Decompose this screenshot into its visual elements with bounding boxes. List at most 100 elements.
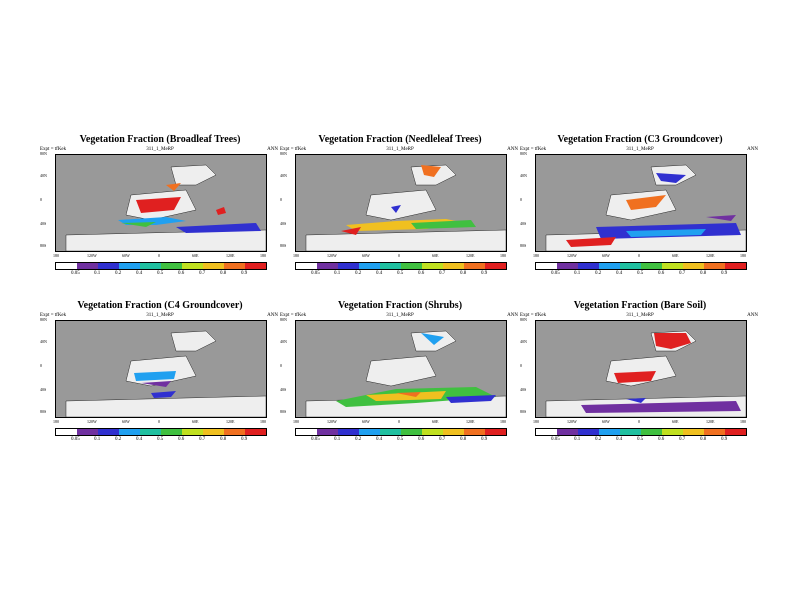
colorbar xyxy=(535,262,747,270)
lat-label: 80S xyxy=(520,409,527,414)
colorbar-swatch xyxy=(485,263,506,269)
colorbar-tick: 0.8 xyxy=(460,437,467,442)
map-panel-c3-groundcover: Vegetation Fraction (C3 Groundcover) Exp… xyxy=(520,134,760,284)
colorbar xyxy=(55,262,267,270)
colorbar-swatch xyxy=(98,263,119,269)
experiment-label: Expt = tfKek xyxy=(520,147,547,152)
lat-label: 0 xyxy=(280,197,282,202)
colorbar-tick: 0.1 xyxy=(94,437,101,442)
lat-label: 0 xyxy=(280,363,282,368)
lon-label: 180 xyxy=(500,253,506,258)
lon-label: 180 xyxy=(533,253,539,258)
lon-label: 180 xyxy=(53,419,59,424)
colorbar-swatch xyxy=(119,263,140,269)
colorbar-tick: 0.2 xyxy=(115,271,122,276)
colorbar-swatch xyxy=(338,429,359,435)
panel-title: Vegetation Fraction (Bare Soil) xyxy=(573,300,707,311)
lat-label: 80N xyxy=(520,317,527,322)
colorbar-swatch xyxy=(536,429,557,435)
map-area xyxy=(295,320,507,418)
colorbar-swatch xyxy=(77,263,98,269)
colorbar-swatch xyxy=(401,263,422,269)
lon-label: 0 xyxy=(158,253,160,258)
lat-label: 80S xyxy=(40,243,47,248)
colorbar-tick: 0.7 xyxy=(199,271,206,276)
colorbar-swatch xyxy=(578,429,599,435)
lat-label: 80N xyxy=(280,317,287,322)
colorbar-tick: 0.05 xyxy=(551,437,560,442)
colorbar-swatch xyxy=(620,263,641,269)
map-panel-broadleaf-trees: Vegetation Fraction (Broadleaf Trees) Ex… xyxy=(40,134,280,284)
lon-label: 60E xyxy=(192,253,199,258)
lon-label: 120W xyxy=(87,419,97,424)
colorbar-swatch xyxy=(599,263,620,269)
colorbar-tick: 0.7 xyxy=(439,271,446,276)
lon-label: 60W xyxy=(362,253,370,258)
colorbar-tick: 0.2 xyxy=(595,271,602,276)
colorbar-swatch xyxy=(620,429,641,435)
experiment-label: Expt = tfKek xyxy=(40,313,67,318)
colorbar-swatch xyxy=(203,263,224,269)
lon-label: 180 xyxy=(260,253,266,258)
colorbar-tick: 0.8 xyxy=(700,271,707,276)
lon-label: 60W xyxy=(362,419,370,424)
lat-label: 40S xyxy=(280,221,287,226)
colorbar-tick: 0.5 xyxy=(397,271,404,276)
lat-label: 40S xyxy=(40,221,47,226)
lon-label: 180 xyxy=(293,253,299,258)
lat-label: 80N xyxy=(280,151,287,156)
run-label: 311_1_MeRP xyxy=(626,147,654,152)
colorbar-tick: 0.7 xyxy=(679,437,686,442)
colorbar-tick: 0.6 xyxy=(658,437,665,442)
panel-title: Vegetation Fraction (C3 Groundcover) xyxy=(557,134,723,145)
run-label: 311_1_MeRP xyxy=(146,147,174,152)
lon-label: 180 xyxy=(53,253,59,258)
lat-label: 0 xyxy=(40,197,42,202)
map-area xyxy=(55,320,267,418)
lon-label: 60W xyxy=(602,253,610,258)
lon-label: 120E xyxy=(226,253,235,258)
lat-label: 80N xyxy=(520,151,527,156)
lat-label: 0 xyxy=(520,363,522,368)
colorbar-tick: 0.1 xyxy=(574,437,581,442)
colorbar-tick: 0.5 xyxy=(637,271,644,276)
map-area xyxy=(295,154,507,252)
lat-label: 80S xyxy=(520,243,527,248)
colorbar-tick: 0.2 xyxy=(355,437,362,442)
lon-label: 180 xyxy=(740,253,746,258)
colorbar-tick: 0.05 xyxy=(311,437,320,442)
colorbar-tick: 0.7 xyxy=(679,271,686,276)
colorbar-swatch xyxy=(641,263,662,269)
colorbar-swatch xyxy=(98,429,119,435)
colorbar-tick: 0.5 xyxy=(637,437,644,442)
colorbar-tick: 0.5 xyxy=(397,437,404,442)
panel-title: Vegetation Fraction (Needleleaf Trees) xyxy=(318,134,482,145)
colorbar-swatch xyxy=(443,263,464,269)
colorbar-tick: 0.4 xyxy=(136,271,143,276)
colorbar-swatch xyxy=(557,263,578,269)
lat-label: 0 xyxy=(520,197,522,202)
colorbar-swatch xyxy=(359,429,380,435)
map-area xyxy=(55,154,267,252)
lat-label: 40N xyxy=(520,173,527,178)
lon-label: 180 xyxy=(740,419,746,424)
map-panel-shrubs: Vegetation Fraction (Shrubs) Expt = tfKe… xyxy=(280,300,520,450)
colorbar-tick: 0.6 xyxy=(418,437,425,442)
lat-label: 80N xyxy=(40,151,47,156)
colorbar-swatch xyxy=(683,429,704,435)
lon-label: 60E xyxy=(432,253,439,258)
colorbar-tick: 0.9 xyxy=(241,271,248,276)
colorbar-tick: 0.4 xyxy=(136,437,143,442)
map-graphic xyxy=(305,330,506,417)
colorbar-swatch xyxy=(224,263,245,269)
lon-label: 60E xyxy=(672,419,679,424)
lon-label: 0 xyxy=(638,253,640,258)
season-label: ANN xyxy=(267,147,278,152)
run-label: 311_1_MeRP xyxy=(626,313,654,318)
lon-label: 0 xyxy=(638,419,640,424)
map-panel-bare-soil: Vegetation Fraction (Bare Soil) Expt = t… xyxy=(520,300,760,450)
colorbar-swatch xyxy=(317,429,338,435)
colorbar-tick: 0.6 xyxy=(178,271,185,276)
lon-label: 120W xyxy=(87,253,97,258)
colorbar-tick: 0.2 xyxy=(355,271,362,276)
